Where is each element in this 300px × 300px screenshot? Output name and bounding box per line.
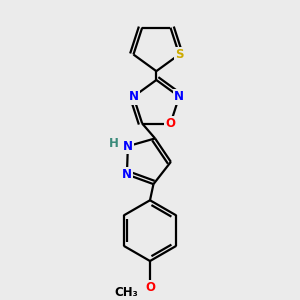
Text: N: N [128, 90, 139, 103]
Text: N: N [174, 90, 184, 103]
Text: O: O [145, 281, 155, 294]
Text: N: N [122, 168, 132, 181]
Text: CH₃: CH₃ [114, 286, 138, 299]
Text: S: S [175, 48, 184, 61]
Text: H: H [109, 136, 119, 149]
Text: O: O [166, 117, 176, 130]
Text: N: N [123, 140, 133, 153]
